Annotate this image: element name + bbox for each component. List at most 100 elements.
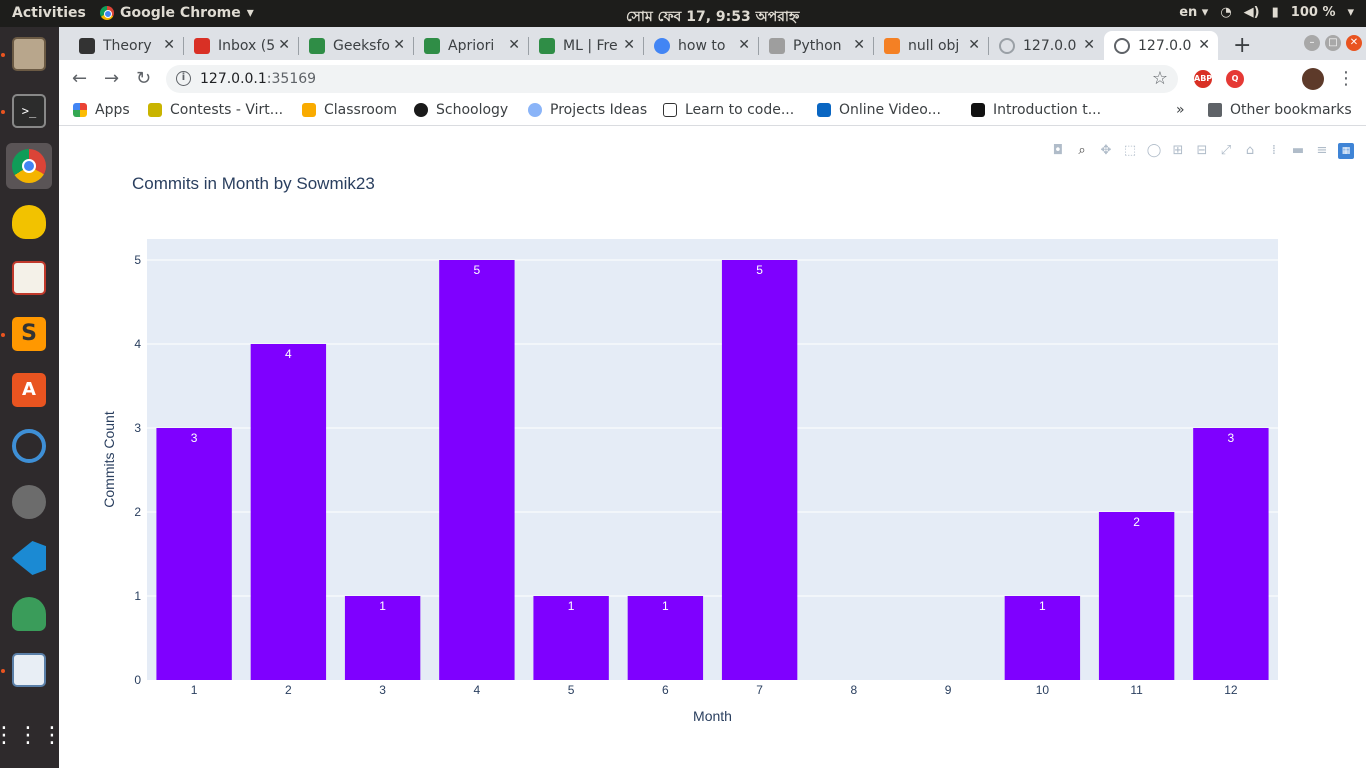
camera-icon[interactable]: ◘ xyxy=(1052,143,1064,158)
bar[interactable] xyxy=(250,344,327,680)
software-center-icon[interactable]: A xyxy=(6,367,52,413)
tab-label: ML | Fre xyxy=(563,37,618,54)
tab-active[interactable]: 127.0.0 ✕ xyxy=(1104,31,1218,60)
vscode-app-icon[interactable] xyxy=(6,535,52,581)
tab[interactable]: null obj ✕ xyxy=(874,31,988,60)
bookmark-item[interactable]: Classroom xyxy=(302,102,397,118)
extension-icon[interactable]: Q xyxy=(1226,70,1244,88)
address-bar[interactable]: i 127.0.0.1:35169 ☆ xyxy=(166,65,1178,93)
bookmark-label: Learn to code... xyxy=(685,102,795,118)
ubuntu-app-icon[interactable] xyxy=(6,423,52,469)
close-window-button[interactable]: ✕ xyxy=(1346,35,1362,51)
profile-avatar[interactable] xyxy=(1302,68,1324,90)
files-app-icon[interactable] xyxy=(6,31,52,77)
plot-background[interactable] xyxy=(147,239,1278,680)
zoom-out-icon[interactable]: ⊟ xyxy=(1196,143,1208,158)
tab[interactable]: 127.0.0 ✕ xyxy=(989,31,1103,60)
settings-app-icon[interactable] xyxy=(6,479,52,525)
running-indicator xyxy=(1,53,5,57)
bookmark-item[interactable]: Projects Ideas xyxy=(528,102,647,118)
rocket-app-icon[interactable] xyxy=(6,591,52,637)
autoscale-icon[interactable]: ⤢ xyxy=(1220,143,1232,158)
tab[interactable]: Python ✕ xyxy=(759,31,873,60)
tab[interactable]: Inbox (5 ✕ xyxy=(184,31,298,60)
lasso-select-icon[interactable]: ◯ xyxy=(1146,143,1162,158)
bookmark-item[interactable]: Contests - Virt... xyxy=(148,102,283,118)
adblock-plus-icon[interactable]: ABP xyxy=(1194,70,1212,88)
clock[interactable]: সোম ফেব 17, 9:53 অপরাহ্ন xyxy=(626,9,800,25)
text-editor-icon[interactable] xyxy=(6,255,52,301)
bar[interactable] xyxy=(533,596,609,680)
bar[interactable] xyxy=(439,260,515,680)
bar-value-label: 4 xyxy=(285,347,292,361)
bar[interactable] xyxy=(721,260,798,680)
reload-button[interactable]: ↻ xyxy=(136,68,152,89)
bar[interactable] xyxy=(627,596,704,680)
close-icon[interactable]: ✕ xyxy=(623,37,635,53)
linkedin-icon xyxy=(817,103,831,117)
tab[interactable]: Theory ✕ xyxy=(69,31,183,60)
bar[interactable] xyxy=(344,596,421,680)
bookmark-item[interactable]: Online Video... xyxy=(817,102,941,118)
close-icon[interactable]: ✕ xyxy=(278,37,290,53)
sublime-text-icon[interactable]: S xyxy=(6,311,52,357)
bar[interactable] xyxy=(1098,512,1175,680)
bookmark-item[interactable]: Learn to code... xyxy=(663,102,794,118)
bookmark-item[interactable]: Schoology xyxy=(414,102,508,118)
plotly-logo-icon[interactable]: ▦ xyxy=(1338,143,1354,159)
bar[interactable] xyxy=(1004,596,1081,680)
new-tab-button[interactable]: + xyxy=(1233,33,1252,58)
hover-compare-icon[interactable]: ≡ xyxy=(1316,143,1328,158)
close-icon[interactable]: ✕ xyxy=(738,37,750,53)
x-tick-label: 6 xyxy=(662,683,669,697)
tab[interactable]: Apriori ✕ xyxy=(414,31,528,60)
app-menu[interactable]: Google Chrome ▾ xyxy=(100,5,254,21)
pan-icon[interactable]: ✥ xyxy=(1100,143,1112,158)
close-icon[interactable]: ✕ xyxy=(968,37,980,53)
info-icon[interactable]: i xyxy=(176,71,191,86)
bookmark-apps[interactable]: Apps xyxy=(73,102,130,118)
close-icon[interactable]: ✕ xyxy=(1083,37,1095,53)
screenshot-app-icon[interactable] xyxy=(6,647,52,693)
close-icon[interactable]: ✕ xyxy=(1198,37,1210,53)
zoom-in-icon[interactable]: ⊞ xyxy=(1172,143,1184,158)
wifi-icon[interactable]: ◔ xyxy=(1220,5,1232,20)
bookmark-item[interactable]: Introduction t... xyxy=(971,102,1101,118)
close-icon[interactable]: ✕ xyxy=(393,37,405,53)
lightbulb-icon xyxy=(528,103,542,117)
other-bookmarks[interactable]: Other bookmarks xyxy=(1208,102,1352,118)
reset-axes-icon[interactable]: ⌂ xyxy=(1245,143,1255,158)
show-applications-icon[interactable]: ⋮⋮⋮ xyxy=(0,723,65,748)
bar[interactable] xyxy=(1193,428,1269,680)
chrome-app-icon[interactable] xyxy=(6,143,52,189)
language-indicator[interactable]: en ▾ xyxy=(1179,5,1209,20)
app-name: Google Chrome xyxy=(120,5,241,21)
teapot-app-icon[interactable] xyxy=(6,199,52,245)
chevron-down-icon[interactable]: ▾ xyxy=(1347,5,1354,20)
activities-button[interactable]: Activities xyxy=(12,5,86,21)
bar[interactable] xyxy=(156,428,232,680)
back-button[interactable]: ← xyxy=(72,68,88,89)
menu-kebab-icon[interactable]: ⋮ xyxy=(1337,68,1355,89)
close-icon[interactable]: ✕ xyxy=(853,37,865,53)
tab[interactable]: ML | Fre ✕ xyxy=(529,31,643,60)
bookmarks-overflow[interactable]: » xyxy=(1176,102,1185,118)
close-icon[interactable]: ✕ xyxy=(508,37,520,53)
spike-lines-icon[interactable]: ⁞ xyxy=(1271,143,1277,158)
bookmark-star-icon[interactable]: ☆ xyxy=(1151,68,1168,89)
forward-button[interactable]: → xyxy=(104,68,120,89)
terminal-app-icon[interactable]: >_ xyxy=(6,88,52,134)
hover-closest-icon[interactable]: ▬ xyxy=(1291,143,1305,158)
tab[interactable]: how to ✕ xyxy=(644,31,758,60)
x-tick-label: 4 xyxy=(474,683,481,697)
volume-icon[interactable]: ◀) xyxy=(1243,5,1260,20)
maximize-button[interactable]: □ xyxy=(1325,35,1341,51)
geeksforgeeks-icon xyxy=(539,37,555,54)
box-select-icon[interactable]: ⬚ xyxy=(1123,143,1137,158)
minimize-button[interactable]: – xyxy=(1304,35,1320,51)
close-icon[interactable]: ✕ xyxy=(163,37,175,53)
zoom-icon[interactable]: ⌕ xyxy=(1078,143,1086,158)
bar-value-label: 1 xyxy=(568,599,575,613)
tab[interactable]: Geeksfo ✕ xyxy=(299,31,413,60)
battery-icon[interactable]: ▮ xyxy=(1271,5,1279,20)
